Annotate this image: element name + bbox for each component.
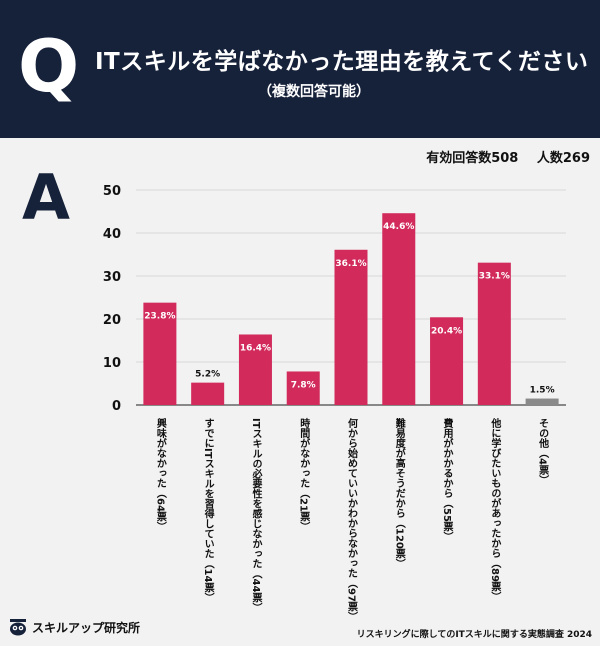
x-tick-label: 費用がかかるから（55票） [441, 417, 454, 542]
x-tick-label: 興味がなかった（64票） [154, 417, 167, 532]
data-label: 16.4% [240, 343, 271, 353]
bar [525, 398, 559, 405]
data-label: 5.2% [195, 370, 220, 380]
x-tick-label: その他（4票） [537, 418, 550, 485]
data-label: 33.1% [479, 272, 510, 282]
bar [143, 302, 177, 405]
bar [477, 262, 511, 405]
q-letter: Q [18, 24, 80, 108]
data-label: 20.4% [431, 326, 462, 336]
bar [191, 382, 225, 405]
footer-source: リスキリングに際してのITスキルに関する実態調査 2024 [356, 630, 592, 640]
x-tick-label: 難易度が高そうだから（120票） [393, 417, 406, 569]
bar [430, 317, 464, 405]
footer-logo: スキルアップ研究所 [8, 618, 140, 636]
x-tick-label: すでにITスキルを習得していた（14票） [202, 418, 215, 603]
data-label: 23.8% [144, 312, 175, 322]
x-tick-label: 他に学びたいものがあったから（89票） [489, 417, 502, 602]
data-label: 7.8% [291, 380, 316, 390]
question-header: Q ITスキルを学ばなかった理由を教えてください （複数回答可能） [0, 0, 600, 138]
x-tick-label: 時間がなかった（21票） [298, 417, 311, 532]
valid-responses: 有効回答数508 [426, 151, 519, 166]
x-tick-label: 何から始めていいかわからなかった（97票） [346, 417, 359, 622]
y-tick-label: 0 [112, 399, 121, 414]
bar [286, 371, 320, 405]
data-label: 36.1% [335, 259, 366, 269]
bar [238, 334, 272, 405]
data-label: 1.5% [530, 386, 555, 396]
bar [382, 213, 416, 405]
y-tick-label: 30 [103, 270, 121, 285]
totals: 有効回答数508 人数269 [412, 147, 590, 166]
y-tick-label: 40 [103, 227, 121, 242]
y-tick-label: 50 [103, 184, 121, 199]
y-tick-label: 10 [103, 356, 121, 371]
owl-icon [10, 619, 26, 636]
x-tick-label: ITスキルの必要性を感じなかった（44票） [250, 418, 263, 612]
question-title: ITスキルを学ばなかった理由を教えてください [95, 49, 589, 75]
bar [334, 249, 368, 405]
y-tick-label: 20 [103, 313, 121, 328]
logo-text: スキルアップ研究所 [32, 620, 141, 635]
question-subtitle: （複数回答可能） [258, 84, 370, 100]
respondent-count: 人数269 [536, 151, 590, 166]
a-letter: A [22, 161, 70, 234]
data-label: 44.6% [383, 222, 414, 232]
